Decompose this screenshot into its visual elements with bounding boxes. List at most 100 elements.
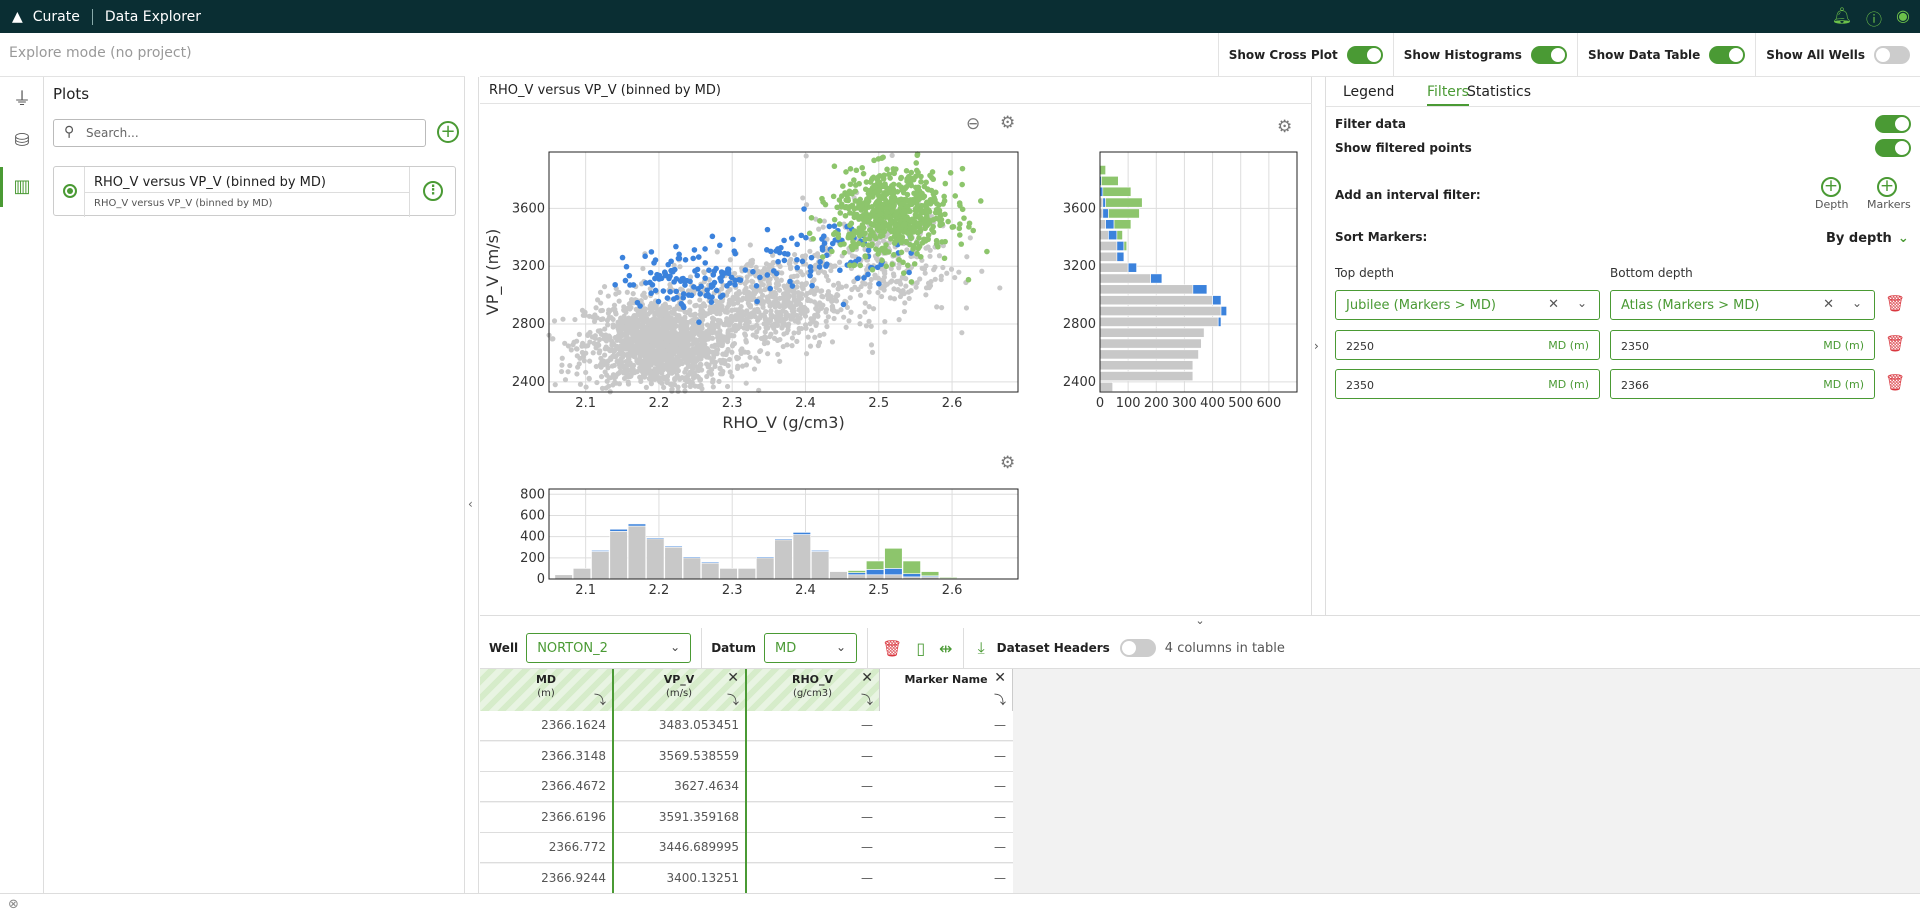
clear-icon[interactable]: ✕ [1548, 297, 1559, 312]
more-options-icon[interactable]: ⋮ [423, 181, 443, 201]
gear-icon[interactable]: ⚙ [1277, 117, 1293, 137]
close-circle-icon[interactable]: ⊗ [8, 897, 19, 912]
chevron-down-icon[interactable]: ⌄ [1851, 296, 1862, 310]
sort-icon[interactable]: ⤵ [593, 693, 606, 707]
table-cell[interactable]: 3569.538559 [613, 741, 746, 772]
column-header-md[interactable]: MD (m) ⤵ [480, 669, 613, 711]
toggle-switch[interactable] [1874, 45, 1910, 64]
filter-data-toggle[interactable] [1875, 115, 1911, 133]
table-cell[interactable]: 3446.689995 [613, 833, 746, 863]
chart-icon[interactable]: ▥ [13, 175, 31, 197]
table-cell[interactable]: — [746, 833, 880, 863]
download-icon[interactable]: ⤓ [977, 638, 985, 657]
column-header-marker[interactable]: Marker Name ✕ ⤵ [880, 669, 1013, 711]
table-cell[interactable]: — [880, 833, 1013, 863]
gear-icon[interactable]: ⚙ [1000, 113, 1016, 133]
sort-icon[interactable]: ⤵ [726, 693, 739, 707]
collapse-right-handle[interactable]: › [1312, 77, 1326, 615]
table-cell[interactable]: — [746, 741, 880, 772]
trash-icon[interactable]: 🗑︎ [1885, 294, 1906, 313]
bottom-depth-input[interactable]: 2350 MD (m) [1610, 330, 1875, 360]
clipboard-icon[interactable]: ▯ [916, 638, 926, 658]
bottom-marker-select[interactable]: Atlas (Markers > MD) ✕ ⌄ [1610, 290, 1875, 320]
table-cell[interactable]: 3483.053451 [613, 711, 746, 741]
tab-legend[interactable]: Legend [1343, 84, 1395, 100]
toggle-data-table[interactable]: Show Data Table [1576, 32, 1755, 77]
toggle-histograms[interactable]: Show Histograms [1392, 32, 1577, 77]
top-depth-input[interactable]: 2250 MD (m) [1335, 330, 1600, 360]
tab-filters[interactable]: Filters [1427, 84, 1469, 106]
table-cell[interactable]: 3400.13251 [613, 863, 746, 894]
add-marker-filter-button[interactable]: + [1877, 177, 1897, 197]
table-cell[interactable]: 2366.4672 [480, 772, 613, 802]
bottom-depth-input[interactable]: 2366 MD (m) [1610, 369, 1875, 399]
table-cell[interactable]: 3627.4634 [613, 772, 746, 802]
plot-card[interactable]: RHO_V versus VP_V (binned by MD) RHO_V v… [53, 166, 456, 217]
well-tower-icon[interactable]: ⏚ [13, 89, 31, 110]
table-cell[interactable]: — [880, 741, 1013, 772]
split-column-icon[interactable]: ⇹ [939, 638, 953, 658]
gear-icon[interactable]: ⚙ [1000, 453, 1016, 473]
help-icon[interactable]: ⓘ [1866, 10, 1883, 29]
table-cell[interactable]: — [880, 772, 1013, 802]
table-cell[interactable]: 2366.3148 [480, 741, 613, 772]
clear-icon[interactable]: ✕ [1823, 297, 1834, 312]
top-depth-input[interactable]: 2350 MD (m) [1335, 369, 1600, 399]
column-header-vp[interactable]: VP_V (m/s) ✕ ⤵ [613, 669, 746, 711]
scatter-point-gray [621, 363, 627, 369]
table-cell[interactable]: — [880, 802, 1013, 833]
chevron-down-icon[interactable]: ⌄ [1576, 296, 1587, 310]
table-cell[interactable]: 2366.1624 [480, 711, 613, 741]
show-filtered-toggle[interactable] [1875, 139, 1911, 157]
plot-radio[interactable] [63, 184, 77, 198]
trash-icon[interactable]: 🗑︎ [1885, 334, 1906, 353]
trash-icon[interactable]: 🗑︎ [882, 638, 903, 658]
add-plot-button[interactable]: + [437, 121, 459, 143]
table-cell[interactable]: — [880, 711, 1013, 741]
sort-icon[interactable]: ⤵ [860, 693, 873, 707]
column-header-rho[interactable]: RHO_V (g/cm3) ✕ ⤵ [746, 669, 880, 711]
sort-markers-select[interactable]: By depth ⌄ [1826, 231, 1909, 246]
zoom-out-icon[interactable]: ⊖ [966, 114, 981, 134]
top-marker-select[interactable]: Jubilee (Markers > MD) ✕ ⌄ [1335, 290, 1600, 320]
table-cell[interactable]: 2366.6196 [480, 802, 613, 833]
table-cell[interactable]: — [746, 802, 880, 833]
collapse-left-handle[interactable]: ‹ [465, 77, 479, 893]
toggle-cross-plot[interactable]: Show Cross Plot [1217, 32, 1393, 77]
plot-card-title[interactable]: RHO_V versus VP_V (binned by MD) [94, 175, 326, 190]
table-cell[interactable]: 3591.359168 [613, 802, 746, 833]
well-select[interactable]: NORTON_2 ⌄ [526, 633, 692, 663]
toggle-switch[interactable] [1709, 45, 1746, 64]
database-icon[interactable]: ⛁ [14, 129, 30, 151]
toggle-all-wells[interactable]: Show All Wells [1755, 32, 1920, 77]
scatter-point-gray [697, 297, 703, 303]
sort-icon[interactable]: ⤵ [993, 693, 1006, 707]
app-name[interactable]: Curate [32, 8, 80, 25]
scatter-point-gray [677, 264, 683, 270]
table-cell[interactable]: — [746, 772, 880, 802]
scatter-point-gray [896, 317, 902, 323]
charts-svg[interactable]: 2.1 2.2 2.3 2.4 2.5 2.62400280032003600RHO_V … [480, 77, 1312, 615]
tab-statistics[interactable]: Statistics [1467, 84, 1531, 100]
close-icon[interactable]: ✕ [727, 670, 739, 686]
close-icon[interactable]: ✕ [994, 670, 1006, 686]
table-cell[interactable]: 2366.9244 [480, 863, 613, 894]
toggle-switch[interactable] [1530, 45, 1567, 64]
trash-icon[interactable]: 🗑︎ [1885, 373, 1906, 392]
close-icon[interactable]: ✕ [861, 670, 873, 686]
table-cell[interactable]: — [746, 711, 880, 741]
table-cell[interactable]: 2366.772 [480, 833, 613, 863]
search-input[interactable]: ⚲ Search... [53, 119, 426, 147]
scatter-point-green [835, 234, 842, 241]
dataset-headers-toggle[interactable] [1119, 639, 1156, 657]
table-cell[interactable]: — [880, 863, 1013, 894]
curate-logo-icon[interactable]: ▲ [12, 8, 23, 25]
toggle-switch[interactable] [1346, 45, 1383, 64]
user-icon[interactable]: ◉ [1896, 6, 1910, 25]
panel-tabs: Legend Filters Statistics [1326, 77, 1920, 107]
split-handle[interactable]: ⌄ [480, 615, 1920, 628]
datum-select[interactable]: MD ⌄ [764, 633, 858, 663]
bell-icon[interactable]: 🔔︎ [1831, 6, 1853, 25]
table-cell[interactable]: — [746, 863, 880, 894]
add-depth-filter-button[interactable]: + [1821, 177, 1841, 197]
